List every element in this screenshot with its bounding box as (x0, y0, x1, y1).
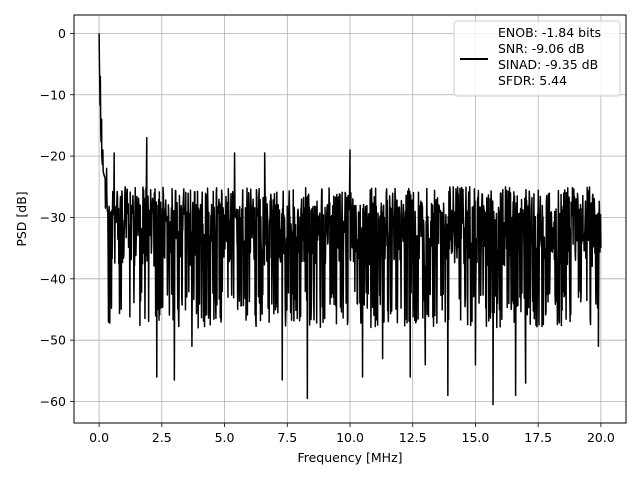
y-tick-label: −40 (40, 271, 66, 286)
x-axis-label: Frequency [MHz] (297, 450, 402, 465)
x-tick-label: 2.5 (152, 430, 172, 445)
x-tick-label: 10.0 (336, 430, 364, 445)
legend-text-sfdr: SFDR: 5.44 (498, 73, 567, 88)
legend-text-enob: ENOB: -1.84 bits (498, 25, 601, 40)
legend-text-sinad: SINAD: -9.35 dB (498, 57, 598, 72)
y-tick-label: −20 (40, 149, 66, 164)
y-axis-label: PSD [dB] (14, 191, 29, 246)
x-tick-label: 17.5 (524, 430, 552, 445)
legend-box (453, 20, 621, 97)
x-tick-label: 15.0 (462, 430, 490, 445)
x-tick-label: 12.5 (399, 430, 427, 445)
y-tick-label: −60 (40, 394, 66, 409)
x-axis-ticks: 0.0 2.5 5.0 7.5 10.0 12.5 15.0 17.5 20.0 (89, 423, 615, 445)
y-axis-ticks: 0 −10 −20 −30 −40 −50 −60 (40, 26, 74, 409)
y-tick-label: 0 (58, 26, 66, 41)
x-tick-label: 5.0 (215, 430, 235, 445)
x-tick-label: 20.0 (587, 430, 615, 445)
x-tick-label: 7.5 (277, 430, 297, 445)
y-tick-label: −30 (40, 210, 66, 225)
y-tick-label: −50 (40, 333, 66, 348)
psd-line (98, 33, 602, 406)
x-tick-label: 0.0 (89, 430, 109, 445)
legend-text-snr: SNR: -9.06 dB (498, 41, 585, 56)
plot-area (98, 33, 602, 406)
legend: ENOB: -1.84 bits SNR: -9.06 dB SINAD: -9… (453, 20, 621, 97)
y-tick-label: −10 (40, 87, 66, 102)
